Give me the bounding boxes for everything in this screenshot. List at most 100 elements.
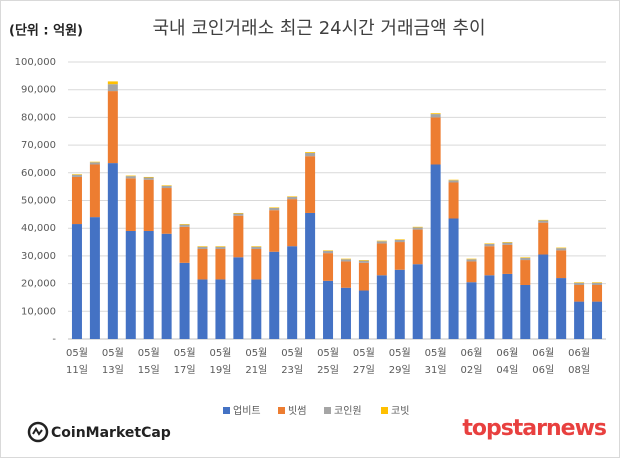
y-tick-label: 20,000 bbox=[21, 279, 56, 290]
bar-segment bbox=[323, 250, 334, 254]
bar-segment bbox=[448, 182, 459, 219]
y-tick-label: 60,000 bbox=[21, 168, 56, 179]
x-tick-label: 05월 23일 bbox=[281, 348, 304, 376]
bar-segment bbox=[358, 262, 369, 291]
bar-segment bbox=[520, 284, 531, 339]
bar-segment bbox=[520, 257, 531, 258]
bar-segment bbox=[466, 261, 477, 283]
bar-segment bbox=[520, 257, 531, 261]
bar-segment bbox=[394, 239, 405, 240]
bar-segment bbox=[125, 178, 136, 231]
bar-segment bbox=[197, 246, 208, 247]
y-tick-label: - bbox=[52, 334, 56, 345]
bar-segment bbox=[89, 217, 100, 339]
chart-title: 국내 코인거래소 최근 24시간 거래금액 추이 bbox=[152, 18, 485, 39]
bar-segment bbox=[538, 254, 549, 339]
x-tick-label: 06월 04일 bbox=[496, 348, 519, 376]
bar-segment bbox=[592, 301, 603, 339]
bar-segment bbox=[179, 224, 190, 227]
bar-segment bbox=[484, 243, 495, 247]
legend-swatch bbox=[278, 407, 285, 414]
x-tick-label: 06월 08일 bbox=[568, 348, 591, 376]
bar-segment bbox=[592, 282, 603, 285]
bar-segment bbox=[269, 251, 280, 339]
x-tick-label: 05월 15일 bbox=[137, 348, 160, 376]
bar-segment bbox=[574, 282, 585, 285]
bar-segment bbox=[71, 176, 82, 225]
y-tick-label: 70,000 bbox=[21, 140, 56, 151]
bar-segment bbox=[394, 239, 405, 243]
bar-segment bbox=[502, 242, 513, 243]
y-tick-label: 30,000 bbox=[21, 251, 56, 262]
bar-segment bbox=[502, 242, 513, 245]
bar-segment bbox=[538, 220, 549, 223]
bar-segment bbox=[143, 179, 154, 231]
bar-segment bbox=[484, 275, 495, 339]
topstarnews-logo: topstarnews bbox=[462, 416, 607, 441]
bar-segment bbox=[125, 230, 136, 339]
x-tick-label: 05월 25일 bbox=[317, 348, 339, 376]
bar-segment bbox=[179, 262, 190, 339]
bar-segment bbox=[376, 240, 387, 242]
x-tick-label: 06월 02일 bbox=[460, 348, 483, 376]
bar-segment bbox=[89, 162, 100, 165]
legend-label: 코빗 bbox=[391, 405, 409, 417]
legend-label: 업비트 bbox=[233, 404, 261, 417]
bar-segment bbox=[592, 284, 603, 302]
bar-segment bbox=[430, 113, 441, 115]
bar-segment bbox=[520, 260, 531, 285]
bar-segment bbox=[89, 164, 100, 218]
bar-segment bbox=[466, 259, 477, 262]
legend-swatch bbox=[381, 407, 388, 414]
bar-segment bbox=[466, 258, 477, 260]
bar-segment bbox=[556, 247, 567, 249]
bar-segment bbox=[71, 174, 82, 177]
bar-segment bbox=[556, 250, 567, 279]
bar-segment bbox=[233, 257, 244, 339]
x-tick-label: 05월 11일 bbox=[65, 348, 88, 376]
bar-segment bbox=[430, 114, 441, 118]
x-tick-label: 05월 21일 bbox=[245, 348, 268, 376]
bar-segment bbox=[233, 212, 244, 214]
legend-swatch bbox=[324, 407, 331, 414]
bar-segment bbox=[448, 218, 459, 339]
bar-segment bbox=[143, 177, 154, 180]
bar-segment bbox=[430, 164, 441, 339]
bar-segment bbox=[448, 180, 459, 183]
bar-segment bbox=[412, 227, 423, 230]
bar-segment bbox=[287, 196, 298, 200]
bar-segment bbox=[233, 215, 244, 258]
bar-segment bbox=[215, 279, 226, 339]
x-tick-label: 05월 13일 bbox=[101, 348, 124, 376]
bar-segment bbox=[484, 246, 495, 276]
bar-segment bbox=[305, 152, 316, 157]
x-tick-label: 05월 29일 bbox=[388, 348, 411, 376]
y-tick-label: 80,000 bbox=[21, 112, 56, 123]
bar-segment bbox=[358, 260, 369, 261]
unit-label: (단위 : 억원) bbox=[9, 23, 83, 39]
bar-segment bbox=[574, 284, 585, 302]
bar-segment bbox=[323, 280, 334, 339]
bar-segment bbox=[107, 84, 118, 92]
bar-segment bbox=[107, 163, 118, 339]
bar-segment bbox=[484, 243, 495, 244]
legend-label: 빗썸 bbox=[288, 405, 306, 417]
bar-segment bbox=[376, 243, 387, 276]
bar-segment bbox=[448, 179, 459, 181]
bar-segment bbox=[592, 282, 603, 283]
bar-segment bbox=[574, 301, 585, 339]
bar-segment bbox=[125, 175, 136, 177]
y-tick-label: 50,000 bbox=[21, 196, 56, 207]
bar-segment bbox=[305, 212, 316, 339]
bar-segment bbox=[269, 207, 280, 208]
bar-segment bbox=[287, 196, 298, 197]
bar-segment bbox=[251, 246, 262, 249]
bar-segment bbox=[305, 156, 316, 213]
bar-segment bbox=[161, 233, 172, 339]
y-tick-label: 100,000 bbox=[15, 57, 56, 68]
x-tick-label: 05월 27일 bbox=[352, 348, 375, 376]
bar-segment bbox=[538, 219, 549, 221]
bar-segment bbox=[179, 226, 190, 263]
bar-segment bbox=[269, 210, 280, 252]
bar-segment bbox=[233, 213, 244, 216]
